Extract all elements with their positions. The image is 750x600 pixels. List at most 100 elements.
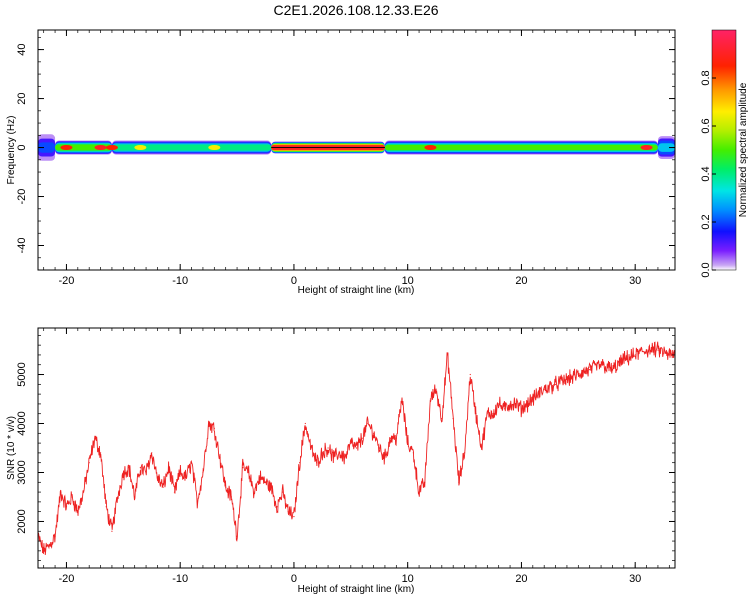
snr-data-point [645,349,648,351]
snr-data-point [458,481,460,483]
snr-data-point [264,481,267,483]
x-tick-label: 30 [629,573,641,585]
colorbar: 0.0 0.2 0.4 0.6 0.8 Normalized spectral ampl… [700,29,749,278]
ridge-peak [94,145,107,151]
x-tick-label: 10 [402,573,414,585]
snr-data-point [71,496,73,498]
snr-data-point [657,349,659,351]
snr-data-point [344,457,346,459]
snr-data-point [281,491,284,493]
snr-data-point [611,369,614,371]
snr-data-point [361,437,363,439]
snr-data-point [509,403,511,405]
x-tick-label: 0 [291,275,297,287]
snr-data-point [82,491,85,493]
snr-data-point [304,422,306,425]
ridge-band [657,143,675,152]
colorbar-label: Normalized spectral amplitude [738,82,749,217]
ridge-peak [134,145,147,151]
colorbar-tick-label: 0.8 [700,70,712,85]
snr-data-point [276,506,278,508]
ridge-band [38,142,56,153]
colorbar-tick-label: 0.6 [700,118,712,133]
snr-data-point [481,447,483,449]
snr-data-point [418,491,420,493]
snr-data-point [287,511,289,513]
snr-data-point [299,462,301,464]
snr-data-point [452,418,454,420]
snr-data-point [247,471,250,474]
snr-data-point [355,447,358,449]
colorbar-tick-label: 0.4 [700,166,712,181]
snr-data-point [128,466,130,469]
snr-data-point [668,354,670,356]
figure-title: C2E1.2026.108.12.33.E26 [273,2,438,18]
snr-data-point [94,437,96,439]
snr-data-point [117,496,119,498]
snr-data-point [190,462,193,464]
x-tick-label: 30 [629,275,641,287]
snr-data-point [196,501,198,503]
snr-data-point [634,354,636,356]
snr-data-point [401,398,403,400]
snr-data-point [623,359,625,361]
snr-data-point [463,452,466,454]
snr-data-point [338,452,341,454]
snr-data-point [105,506,107,508]
snr-data-point [520,408,523,410]
x-tick-label: -20 [58,275,74,287]
snr-data-point [88,462,90,464]
snr-data-point [566,378,568,381]
x-tick-label: -10 [172,573,188,585]
colorbar-ticks: 0.0 0.2 0.4 0.6 0.8 [700,70,716,278]
snr-data-point [486,413,488,415]
spectrogram-panel: -20 -10 0 10 20 30 -40 -20 0 20 40 Height of stra… [6,29,676,296]
ridge-peak [424,145,437,151]
ridge-peak [60,145,73,151]
snr-data-point [259,476,261,478]
snr-data-point [293,515,295,518]
snr-data-point [236,535,238,537]
snr-data-point [429,398,432,400]
snr-data-point [151,452,153,454]
snr-data-point [77,511,79,513]
snr-data-point [122,471,124,474]
ridge-peak [208,145,221,151]
y-tick-label: -20 [16,189,28,205]
snr-data-point [446,354,449,356]
snr-data-point [372,432,375,434]
snr-data-point [145,471,147,474]
snr-data-point [225,486,227,488]
snr-data-point [168,466,170,469]
snr-data-point [378,447,380,449]
snr-data-point [316,462,318,464]
ridge-band [384,144,658,151]
snr-data-point [48,545,50,547]
snr-data-point [350,442,352,444]
colorbar-gradient [712,30,736,270]
snr-data-point [179,471,181,474]
y-tick-label: 0 [16,144,28,150]
spectrogram-ridge [38,134,675,161]
ridge-peak [640,145,653,151]
snr-data-point [515,403,517,405]
snr-data-point [492,413,494,415]
snr-data-point [111,530,113,532]
snr-data-point [321,452,323,454]
snr-data-point [185,476,187,478]
snr-data-point [498,403,500,405]
snr-data-point [43,550,45,552]
snr-data-point [589,369,591,371]
snr-data-point [173,491,176,493]
snr-data-point [134,496,136,498]
y-tick-label: 3000 [16,460,28,484]
snr-data-point [156,476,159,478]
snr-data-point [213,427,215,430]
snr-y-ticks: 2000 3000 4000 5000 [16,334,675,562]
colorbar-tick-label: 0.0 [700,262,712,277]
snr-x-label: Height of straight line (km) [298,584,415,595]
x-tick-label: 10 [402,275,414,287]
x-tick-label: -20 [58,573,74,585]
colorbar-frame [711,29,737,271]
snr-y-label: SNR (10 * v/v) [6,416,17,480]
